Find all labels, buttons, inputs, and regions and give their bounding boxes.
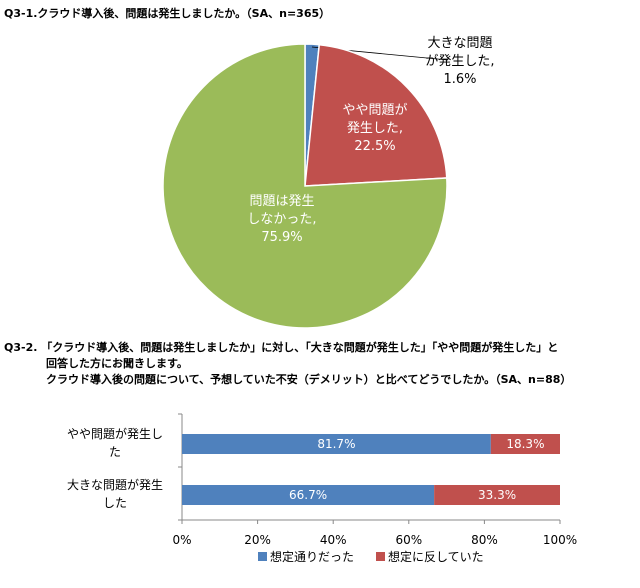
- legend-label-1: 想定に反していた: [388, 549, 484, 564]
- x-tick-label: 40%: [320, 533, 347, 547]
- x-tick-label: 0%: [172, 533, 191, 547]
- legend-label-0: 想定通りだった: [270, 549, 354, 564]
- x-tick-label: 100%: [543, 533, 577, 547]
- pie-label-0-0: 大きな問題: [427, 36, 492, 51]
- bar-value-label: 18.3%: [506, 437, 544, 451]
- pie-value-label-0: 1.6%: [443, 72, 476, 87]
- bar-value-label: 66.7%: [289, 488, 327, 502]
- bar-segment-0-1: [490, 434, 560, 454]
- category-label-0-1: た: [109, 445, 121, 459]
- question-line-1: 「クラウド導入後、問題は発生しましたか」に対し、「大きな問題が発生した」「やや問…: [41, 341, 559, 354]
- category-label-0-0: やや問題が発生し: [67, 426, 163, 441]
- pie-chart-title: Q3-1.クラウド導入後、問題は発生しましたか。（SA、n=365）: [4, 7, 331, 20]
- stacked-bar-chart: 0% 20% 40% 60% 80% 100% 81.7% 18.3% やや問題が発生した 66.…: [67, 413, 577, 564]
- pie-label-0-1: が発生した,: [425, 54, 494, 69]
- legend-swatch-0: [258, 552, 267, 561]
- x-tick-label: 80%: [471, 533, 498, 547]
- category-label-1-0: 大きな問題が発生: [67, 477, 163, 492]
- question-line-3: クラウド導入後の問題について、予想していた不安（デメリット）と比べてどうでしたか…: [46, 373, 572, 386]
- bar-chart-question: Q3-2. 「クラウド導入後、問題は発生しましたか」に対し、「大きな問題が発生し…: [4, 340, 571, 388]
- bar-segment-1-0: [182, 485, 435, 505]
- pie-label-1-0: やや問題が: [342, 103, 407, 118]
- x-tick-label: 60%: [395, 533, 422, 547]
- pie-label-2-1: しなかった,: [247, 212, 316, 227]
- pie-chart: 大きな問題が発生した, 1.6% やや問題が発生した, 22.5% 問題は発生しなかった…: [162, 36, 495, 329]
- bar-value-label: 81.7%: [317, 437, 355, 451]
- question-line-2: 回答した方にお聞きします。: [46, 357, 188, 370]
- bar-segment-1-1: [434, 485, 560, 505]
- pie-value-label-2: 75.9%: [261, 230, 302, 245]
- x-tick-label: 20%: [244, 533, 271, 547]
- bar-value-label: 33.3%: [478, 488, 516, 502]
- pie-slice-2: [162, 43, 448, 329]
- pie-value-label-1: 22.5%: [354, 139, 395, 154]
- question-number: Q3-2.: [4, 341, 38, 354]
- pie-label-1-1: 発生した,: [347, 121, 403, 136]
- pie-slice-1: [304, 43, 448, 187]
- legend-swatch-1: [376, 552, 385, 561]
- pie-label-2-0: 問題は発生: [249, 194, 314, 209]
- bar-segment-0-0: [182, 434, 491, 454]
- category-label-1-1: した: [103, 496, 127, 510]
